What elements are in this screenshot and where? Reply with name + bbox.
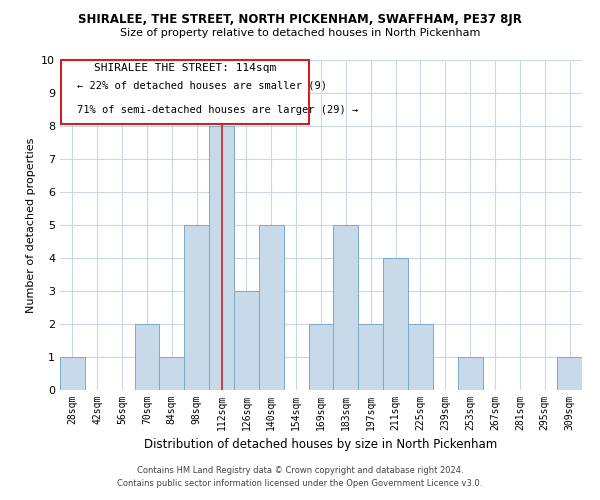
- Text: ← 22% of detached houses are smaller (9): ← 22% of detached houses are smaller (9): [77, 80, 327, 90]
- Bar: [209, 126, 234, 390]
- Bar: [458, 357, 482, 390]
- Text: Contains HM Land Registry data © Crown copyright and database right 2024.
Contai: Contains HM Land Registry data © Crown c…: [118, 466, 482, 487]
- Bar: [383, 258, 408, 390]
- Bar: [308, 324, 334, 390]
- Bar: [259, 225, 284, 390]
- Text: 71% of semi-detached houses are larger (29) →: 71% of semi-detached houses are larger (…: [77, 105, 358, 115]
- Y-axis label: Number of detached properties: Number of detached properties: [26, 138, 35, 312]
- Text: Size of property relative to detached houses in North Pickenham: Size of property relative to detached ho…: [120, 28, 480, 38]
- Bar: [134, 324, 160, 390]
- Bar: [60, 357, 85, 390]
- Bar: [358, 324, 383, 390]
- Bar: [160, 357, 184, 390]
- Bar: [557, 357, 582, 390]
- X-axis label: Distribution of detached houses by size in North Pickenham: Distribution of detached houses by size …: [145, 438, 497, 452]
- Bar: [334, 225, 358, 390]
- Bar: [234, 291, 259, 390]
- Text: SHIRALEE THE STREET: 114sqm: SHIRALEE THE STREET: 114sqm: [94, 64, 276, 74]
- Bar: [408, 324, 433, 390]
- FancyBboxPatch shape: [61, 60, 308, 124]
- Bar: [184, 225, 209, 390]
- Text: SHIRALEE, THE STREET, NORTH PICKENHAM, SWAFFHAM, PE37 8JR: SHIRALEE, THE STREET, NORTH PICKENHAM, S…: [78, 12, 522, 26]
